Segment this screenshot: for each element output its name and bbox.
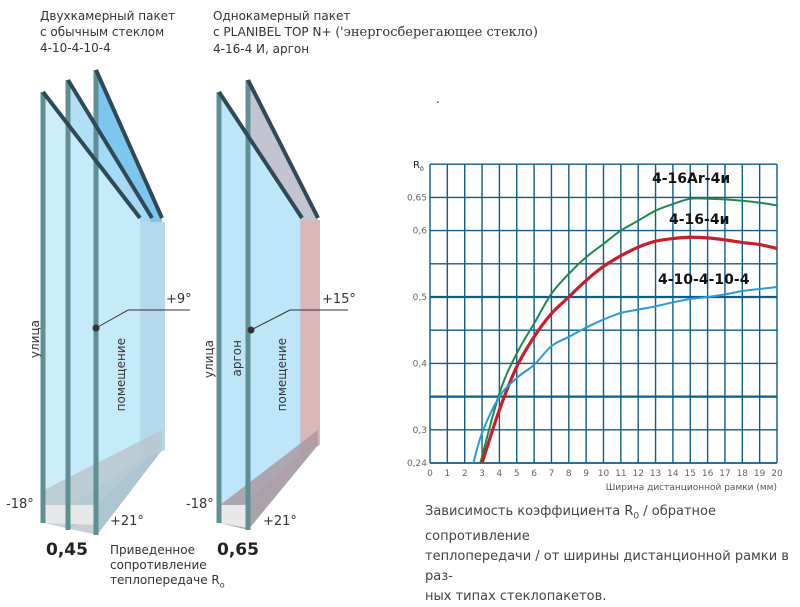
left-r-value: 0,45 — [46, 540, 88, 560]
x-tick-label: 15 — [685, 469, 696, 479]
x-tick-label: 0 — [427, 469, 433, 479]
y-axis-label: R0 — [413, 160, 424, 173]
x-tick-label: 19 — [754, 469, 766, 479]
series-label-4-10-4-10-4: 4-10-4-10-4 — [658, 272, 750, 288]
x-tick-label: 11 — [615, 469, 626, 479]
r-caption-sub: o — [219, 580, 225, 590]
series-label-4-16ar-4i: 4-16Ar-4и — [652, 171, 730, 187]
right-r-value: 0,65 — [217, 540, 259, 560]
x-tick-label: 1 — [444, 469, 450, 479]
x-tick-label: 9 — [583, 469, 589, 479]
right-argon-gap — [220, 92, 300, 523]
x-tick-label: 20 — [771, 469, 783, 479]
x-tick-label: 13 — [650, 469, 661, 479]
x-tick-label: 7 — [549, 469, 555, 479]
r-caption-line: сопротивление — [110, 558, 207, 572]
left-outside-temp: -18° — [6, 497, 34, 512]
left-title-line: Двухкамерный пакет — [40, 9, 176, 23]
right-title-line: Однокамерный пакет — [213, 9, 351, 23]
right-title-line-serif: 'энергосберегающее стекло) — [340, 25, 538, 40]
right-unit-title: Однокамерный пакет с PLANIBEL TOP N+ ('э… — [213, 8, 538, 57]
r-caption: Приведенное сопротивление теплопередаче … — [110, 543, 225, 592]
x-tick-label: 14 — [667, 469, 679, 479]
x-tick-label: 4 — [497, 469, 503, 479]
y-tick-label: 0,65 — [407, 193, 427, 203]
right-title-line: с PLANIBEL TOP N+ ( — [213, 25, 341, 39]
right-pointer-line — [250, 309, 291, 331]
left-title-line: с обычным стеклом — [40, 25, 165, 39]
x-tick-label: 8 — [566, 469, 572, 479]
left-inner-temp: +9° — [166, 292, 192, 307]
y-tick-label: 0,5 — [413, 293, 427, 303]
left-glass-unit — [40, 69, 190, 535]
x-tick-label: 2 — [462, 469, 468, 479]
x-tick-label: 3 — [479, 469, 485, 479]
r-caption-line: Приведенное — [110, 543, 195, 557]
chart-grid — [429, 163, 778, 464]
glass-units-illustration — [40, 69, 348, 535]
caption-text: Зависимость коэффициента R — [425, 504, 634, 519]
right-inner-temp: +15° — [322, 292, 356, 307]
series-line-3 — [472, 286, 778, 464]
y-tick-label: 0,24 — [407, 459, 427, 469]
x-axis-label: Ширина дистанционной рамки (мм) — [606, 483, 777, 493]
stray-dot: . — [436, 92, 440, 106]
right-outside-temp: -18° — [186, 497, 214, 512]
caption-text: ных типах стеклопакетов. — [425, 588, 607, 604]
left-edge — [140, 222, 165, 460]
y-tick-label: 0,6 — [413, 227, 428, 237]
r-caption-line: теплопередаче R — [110, 573, 220, 587]
series-line-2 — [480, 235, 778, 464]
left-room-temp: +21° — [110, 514, 144, 529]
x-tick-label: 18 — [737, 469, 749, 479]
left-unit-title: Двухкамерный пакет с обычным стеклом 4-1… — [40, 8, 175, 56]
y-tick-label: 0,3 — [413, 426, 427, 436]
x-tick-label: 17 — [719, 469, 730, 479]
x-tick-label: 6 — [531, 469, 537, 479]
series-line-1 — [479, 197, 778, 464]
series-label-4-16-4i: 4-16-4и — [669, 212, 729, 228]
caption-text: теплопередачи / от ширины дистанционной … — [425, 548, 789, 584]
chart-series — [472, 197, 778, 464]
right-room-temp: +21° — [263, 514, 297, 529]
left-pointer-dot — [92, 324, 100, 332]
chart-ticks: 0 1 2 3 4 5 6 7 8 9 10 11 12 13 14 15 16 17 18 19 200,240,30… — [407, 193, 783, 479]
caption-sub: 0 — [633, 511, 640, 522]
x-tick-label: 16 — [702, 469, 714, 479]
right-edge — [302, 220, 320, 455]
y-tick-label: 0,4 — [413, 359, 428, 369]
left-pointer-line — [95, 309, 129, 329]
x-tick-label: 10 — [598, 469, 610, 479]
right-pointer-dot — [247, 326, 255, 334]
right-glass-unit — [216, 79, 348, 530]
x-tick-label: 5 — [514, 469, 520, 479]
right-title-line: 4-16-4 И, аргон — [213, 42, 310, 56]
chart-caption: Зависимость коэффициента R0 / обратное с… — [425, 502, 800, 607]
left-title-line: 4-10-4-10-4 — [40, 41, 111, 55]
x-tick-label: 12 — [632, 469, 643, 479]
right-spacer-front — [220, 505, 248, 528]
caption-text: / обратное сопротивление — [425, 504, 716, 544]
